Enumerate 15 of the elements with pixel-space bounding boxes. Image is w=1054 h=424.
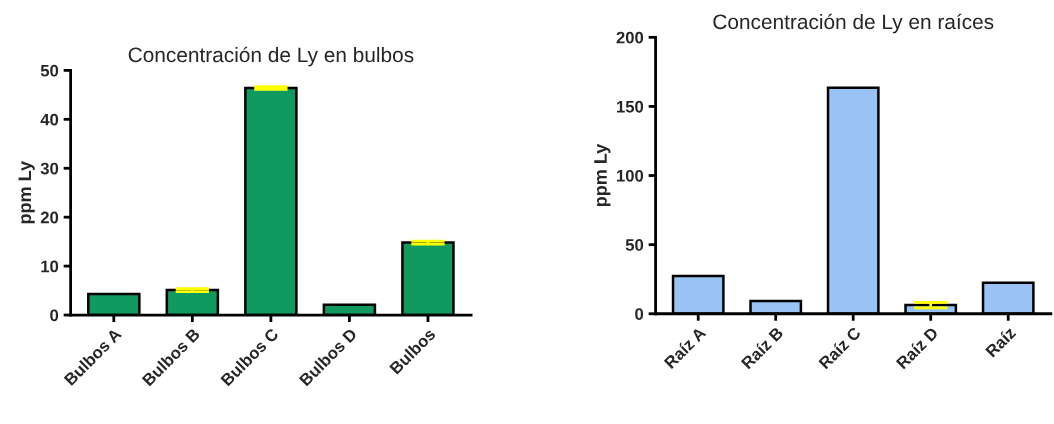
y-tick-label: 0 <box>50 309 59 322</box>
chart-title: Concentración de Ly en bulbos <box>128 46 414 67</box>
y-tick-label: 100 <box>617 169 644 182</box>
y-tick-label: 0 <box>635 308 644 320</box>
y-tick-label: 150 <box>617 100 644 113</box>
y-tick-label: 10 <box>41 260 59 273</box>
y-axis-title: ppm Ly <box>18 161 35 224</box>
y-tick-label: 50 <box>40 64 59 77</box>
y-tick-label: 40 <box>40 113 59 126</box>
y-tick-label: 30 <box>40 162 59 175</box>
y-tick-label: 200 <box>616 31 644 44</box>
y-tick-label: 50 <box>625 239 644 251</box>
chart-title: Concentración de Ly en raíces <box>713 13 994 34</box>
y-tick-label: 20 <box>40 211 59 224</box>
y-axis-title: ppm Ly <box>594 143 611 207</box>
